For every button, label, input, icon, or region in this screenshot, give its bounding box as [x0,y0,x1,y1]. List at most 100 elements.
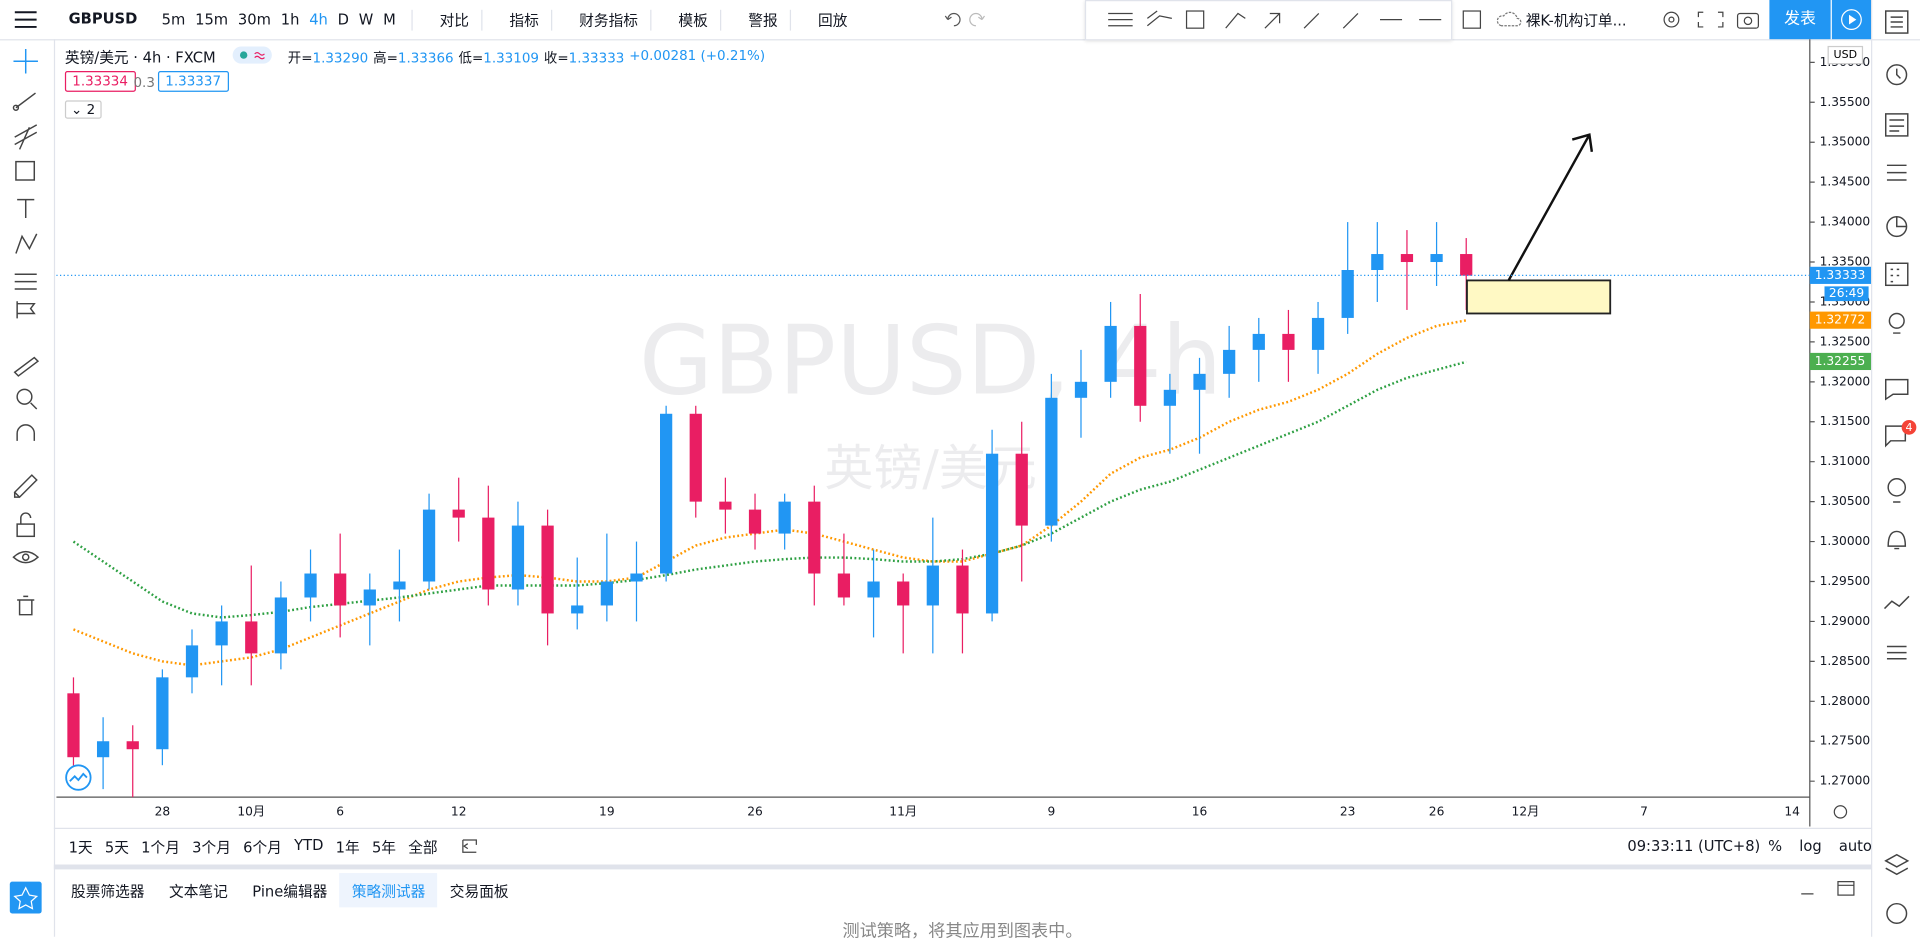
range-button[interactable]: 全部 [408,838,438,856]
tool-buttons: 对比 指标 财务指标 模板 警报 回放 [411,0,859,39]
scale-options: % log auto [1768,838,1872,855]
annotation-box[interactable] [1466,279,1612,315]
x-tick-label: 28 [155,804,171,818]
panel-tab[interactable]: Pine编辑器 [252,882,328,901]
y-tick-label: 1.33500 [1820,255,1871,269]
play-button[interactable] [1831,0,1872,40]
candle-body [304,573,317,598]
panel-controls[interactable] [1799,879,1860,899]
currency: USD [1834,48,1858,61]
candle-body [1045,397,1058,526]
interval[interactable]: 15m [195,11,229,29]
scale-option[interactable]: auto [1838,837,1872,855]
header-icons[interactable] [1656,7,1766,31]
interval[interactable]: M [383,11,396,29]
currency-box [1827,45,1864,65]
range-button[interactable]: 3个月 [192,838,231,856]
collapse-button[interactable]: ⌄ 2 [64,100,102,119]
badge: 4 [1905,421,1912,434]
toolbar-button[interactable]: 财务指标 [551,9,650,31]
range-button[interactable]: YTD [294,836,324,854]
ohlc-item: 低=1.33109 [458,48,538,68]
spread: 0.3 [133,74,155,91]
price-label-box [1809,352,1872,371]
undo-redo[interactable] [943,10,992,30]
range-button[interactable]: 5年 [371,838,396,856]
y-tick-label: 1.35000 [1820,135,1871,149]
ask[interactable]: 1.33337 [157,71,229,92]
toolbar-button[interactable]: 指标 [481,9,551,31]
panel-tab[interactable]: 策略测试器 [339,873,438,908]
menu-icon[interactable] [14,10,37,30]
range-button[interactable]: 6个月 [243,838,282,856]
annotation-arrow[interactable] [1507,133,1594,282]
range-button[interactable]: 1天 [68,838,93,856]
toolbar-button[interactable]: 警报 [720,9,790,31]
publish-button[interactable]: 发表 [1769,0,1831,40]
x-tick-label: 11月 [889,804,917,818]
y-tick-label: 1.29500 [1820,574,1871,588]
interval[interactable]: 5m [161,11,186,29]
panel-tab[interactable]: 股票筛选器 [71,882,145,901]
symbol[interactable]: GBPUSD [68,9,138,27]
candle-body [452,509,465,518]
range-button[interactable]: 1个月 [141,838,180,856]
toolbar-button[interactable]: 对比 [411,9,481,31]
candle-body [571,605,584,614]
y-tick-label: 1.32000 [1820,374,1871,388]
logo [65,764,92,791]
candle-body [96,741,110,758]
range-button[interactable]: 1年 [335,838,360,856]
moving-average [73,319,1467,667]
toolbar-button[interactable]: 回放 [789,9,860,31]
goto-icon[interactable] [460,836,480,856]
chevron: ⌄ [71,101,87,118]
candle-body [1193,373,1206,390]
ohlc-label: 收= [543,50,569,67]
panel-tab[interactable]: 文本笔记 [169,882,228,901]
ohlc-value: 1.33109 [483,50,539,67]
candle-body [156,677,169,750]
scale-option[interactable]: log [1799,837,1822,855]
interval[interactable]: D [337,11,350,29]
layout-name[interactable]: 裸K-机构订单... [1525,12,1627,30]
bid[interactable]: 1.33334 [64,71,136,92]
ohlc-item: 收=1.33333 [544,48,624,68]
right-tool-icons[interactable]: 4 [1872,0,1920,937]
y-tick-label: 1.34500 [1820,175,1871,189]
candle-body [1430,254,1443,263]
interval[interactable]: 4h [309,11,328,29]
panel-tab[interactable]: 交易面板 [449,882,509,901]
candle-body [1104,325,1117,382]
price-label-box [1809,311,1872,329]
left-tool-icons[interactable] [0,39,54,937]
ohlc-line: 开=1.33290 高=1.33366 低=1.33109 收=1.33333 +0.0… [288,48,765,68]
range-button[interactable]: 5天 [104,838,129,856]
collapse-count: 2 [86,101,96,118]
candle-body [334,573,347,606]
status-pill [232,46,272,64]
candle-body [1252,333,1265,350]
watermark-name: 英镑/美元 [824,440,1036,497]
rect-icon[interactable] [1461,10,1485,30]
y-tick-label: 1.34000 [1820,215,1871,229]
moving-average [72,360,1467,619]
settings-icon[interactable] [1833,805,1848,819]
toolbar-button[interactable]: 模板 [650,9,720,31]
clock: 09:33:11 (UTC+8) [1627,837,1761,855]
interval[interactable]: W [358,11,374,29]
panel-tabs: 股票筛选器 文本笔记 Pine编辑器 策略测试器 交易面板 [59,873,521,908]
x-tick-label: 10月 [237,804,265,818]
candle-body [1163,389,1177,406]
drawing-tools[interactable] [1086,1,1451,39]
candle-body [541,525,554,614]
scale-option[interactable]: % [1768,837,1783,855]
candle-body [482,517,495,590]
interval[interactable]: 1h [280,11,300,29]
left-toolbar [0,39,56,937]
cloud-icon[interactable] [1496,11,1523,28]
ohlc-label: 低= [458,50,484,67]
interval[interactable]: 30m [237,11,271,29]
candle-body [422,509,436,582]
candle-body [808,501,821,574]
